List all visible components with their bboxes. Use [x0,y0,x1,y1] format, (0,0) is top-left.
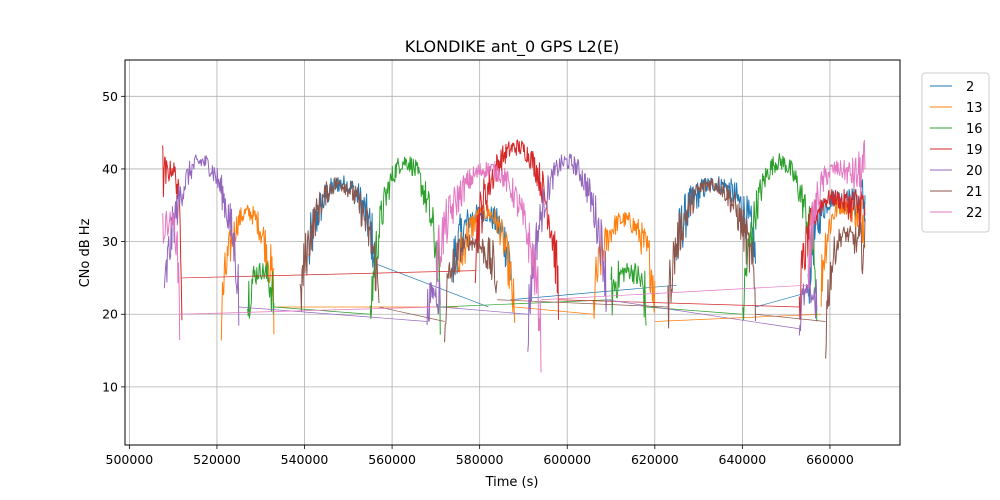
series-22-link [179,306,436,315]
y-tick-label: 20 [102,307,118,322]
y-tick-label: 30 [102,234,118,249]
legend-box [921,72,990,233]
legend-label-16: 16 [966,122,983,137]
y-tick-label: 40 [102,161,118,176]
series-21-link [378,306,445,322]
x-tick-label: 560000 [368,452,416,467]
x-tick-label: 640000 [719,452,767,467]
legend-label-19: 19 [966,143,983,158]
x-tick-label: 520000 [193,452,241,467]
series-20-pass [798,279,818,336]
grid-lines [125,60,900,445]
x-tick-label: 500000 [106,452,154,467]
series-22-pass [161,210,181,341]
series-20-pass [163,154,240,326]
series-13-pass [220,204,275,341]
x-tick-label: 580000 [456,452,504,467]
series-20-link [440,306,528,315]
series-19-link [558,299,800,308]
legend-label-20: 20 [966,164,983,179]
x-axis-ticks: 500000 520000 540000 560000 580000 600000 6200… [106,445,854,467]
x-axis-label: Time (s) [485,475,539,490]
series-16-link [273,306,371,315]
series-16-pass [369,156,441,335]
x-tick-label: 620000 [631,452,679,467]
series-16-pass [610,260,647,326]
series-21-link [497,299,668,308]
series-16-link [440,299,612,308]
y-tick-label: 10 [102,379,118,394]
series-13-pass [820,195,866,307]
series-22-link [540,284,809,301]
series-20-pass [527,153,608,352]
series-21-pass [825,218,866,359]
series-20-link [606,299,800,330]
series-lines [161,139,866,373]
series-19-link [181,270,476,279]
x-tick-label: 600000 [543,452,591,467]
series-13-link [514,306,594,315]
legend-label-21: 21 [966,185,983,200]
plot-frame [124,59,901,446]
series-20 [163,153,818,352]
series-21-pass [444,233,498,343]
x-tick-label: 660000 [806,452,854,467]
x-tick-label: 540000 [281,452,329,467]
series-21-link [755,313,826,322]
series-2-link [755,292,809,308]
series-20-pass [426,279,441,326]
series-13-pass [457,203,516,323]
series-19-pass [161,145,183,321]
series-21-pass [667,177,756,329]
series-13-link [654,313,822,322]
series-22-pass [807,139,866,290]
legend-label-13: 13 [966,101,983,116]
series-19-pass [798,188,866,320]
legend-label-2: 2 [966,80,974,95]
series-22 [161,139,866,373]
series-16-pass [247,262,275,319]
legend-label-22: 22 [966,206,983,221]
series-20-link [238,306,428,322]
series-21-pass [299,177,380,312]
y-tick-label: 50 [102,89,118,104]
y-axis-label: CNo dB Hz [78,218,93,287]
legend: 2 13 16 19 20 21 22 [921,72,990,233]
series-13-pass [593,211,656,319]
y-axis-ticks: 10 20 30 40 50 [102,89,125,394]
series-21 [299,177,866,359]
series-22-pass [435,161,542,373]
chart-title: KLONDIKE ant_0 GPS L2(E) [405,37,620,57]
series-16-pass [742,153,818,322]
